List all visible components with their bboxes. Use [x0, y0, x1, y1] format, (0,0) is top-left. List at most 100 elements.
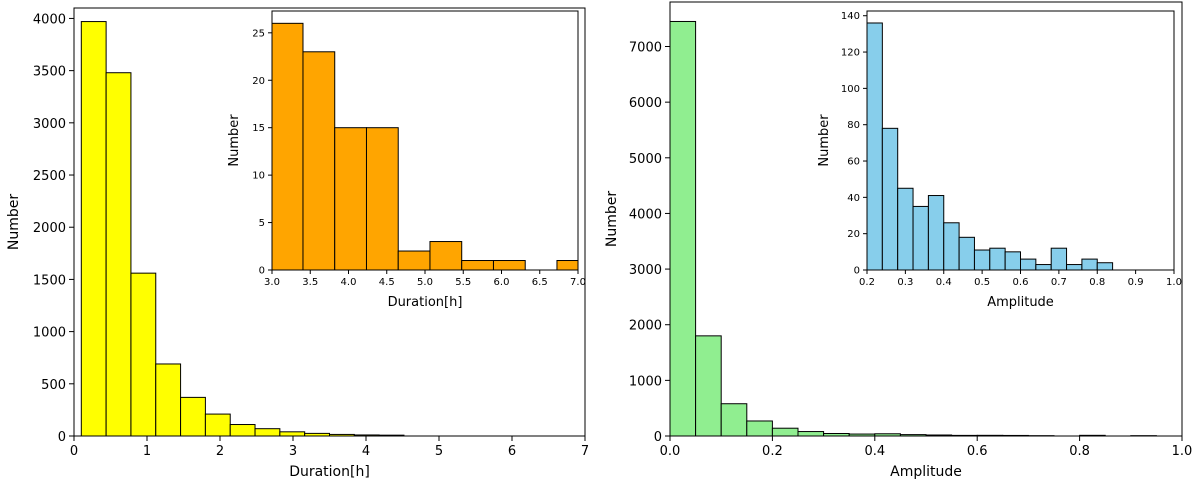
- amplitude-inset-chart: 0.2 0.3 0.4 0.5 0.6 0.7 0.8 0.9 1.0 0 20 40 60 80 100 1…: [817, 10, 1182, 310]
- duration-main-bar-3: [155, 363, 182, 436]
- duration-inset-ylabel: Number: [227, 114, 242, 167]
- amplitude-main-ytick-label-4: 4000: [629, 207, 662, 222]
- amplitude-inset-bar-7: [973, 249, 991, 270]
- amplitude-main-bar-1: [695, 335, 722, 436]
- amplitude-inset-bar-13: [1066, 264, 1083, 270]
- amplitude-inset-xtick-label-1: 0.3: [897, 277, 913, 288]
- duration-inset-bar-0: [272, 22, 304, 270]
- amplitude-inset-bar-1: [881, 127, 899, 270]
- amplitude-inset-bar-3: [912, 205, 929, 270]
- amplitude-inset-xtick-label-3: 0.5: [974, 277, 990, 288]
- duration-main-bar-4: [180, 396, 206, 436]
- duration-inset-bar-1: [302, 51, 336, 270]
- duration-main-bar-7: [254, 428, 281, 436]
- duration-inset-bar-5: [429, 241, 463, 270]
- amplitude-inset-bar-12: [1050, 247, 1068, 270]
- amplitude-main-bar-0: [670, 20, 697, 436]
- duration-main-ytick-label-0: 0: [58, 430, 66, 445]
- duration-main-bar-5: [204, 413, 231, 436]
- amplitude-inset-ylabel: Number: [817, 114, 832, 167]
- duration-inset-ytick-label-3: 15: [252, 123, 265, 134]
- duration-main-ytick-label-5: 2500: [33, 169, 66, 184]
- duration-inset-xtick-label-6: 6.0: [494, 277, 510, 288]
- duration-inset-ytick-label-2: 10: [252, 171, 265, 182]
- amplitude-inset-bar-11: [1035, 264, 1052, 270]
- amplitude-inset-ytick-label-5: 100: [841, 84, 860, 95]
- amplitude-inset-bar-15: [1096, 262, 1114, 270]
- duration-inset-ytick-label-0: 0: [259, 266, 265, 277]
- amplitude-main-xtick-label-3: 0.6: [967, 444, 988, 459]
- amplitude-inset-xlabel: Amplitude: [987, 295, 1054, 310]
- duration-inset-xtick-label-3: 4.5: [379, 277, 395, 288]
- duration-main-xtick-label-5: 5: [435, 444, 443, 459]
- amplitude-inset-bar-4: [927, 195, 945, 270]
- duration-inset-bar-2: [334, 127, 367, 270]
- amplitude-inset-xtick-label-2: 0.4: [936, 277, 952, 288]
- duration-inset-xtick-label-5: 5.5: [455, 277, 471, 288]
- duration-inset-bar-4: [397, 250, 431, 270]
- amplitude-inset-bar-14: [1081, 258, 1098, 270]
- duration-inset-xlabel: Duration[h]: [388, 295, 463, 310]
- amplitude-main-xlabel: Amplitude: [890, 464, 962, 480]
- duration-inset-xtick-label-2: 4.0: [341, 277, 357, 288]
- duration-main-axes-frame: [73, 7, 586, 437]
- amplitude-inset-xtick-label-6: 0.8: [1089, 277, 1105, 288]
- amplitude-main-bar-2: [720, 403, 748, 436]
- amplitude-main-ytick-label-1: 1000: [629, 374, 662, 389]
- duration-inset-xtick-label-0: 3.0: [264, 277, 280, 288]
- amplitude-inset-ytick-label-2: 40: [847, 193, 860, 204]
- amplitude-main-ytick-label-2: 2000: [629, 319, 662, 334]
- duration-main-ylabel: Number: [6, 194, 22, 250]
- duration-main-ytick-label-6: 3000: [33, 117, 66, 132]
- amplitude-main-ytick-label-3: 3000: [629, 263, 662, 278]
- duration-main-bar-8: [279, 431, 306, 436]
- duration-inset-chart: 3.0 3.5 4.0 4.5 5.0 5.5 6.0 6.5 7.0 0 5 10 15 20 25 Dur…: [227, 10, 586, 310]
- duration-main-bar-0: [80, 21, 107, 436]
- duration-main-bar-6: [229, 424, 256, 436]
- duration-inset-bar-9: [556, 260, 578, 270]
- amplitude-main-xtick-label-1: 0.2: [762, 444, 783, 459]
- duration-main-xtick-label-3: 3: [289, 444, 297, 459]
- duration-main-xtick-label-1: 1: [143, 444, 151, 459]
- amplitude-inset-ytick-label-3: 60: [847, 157, 860, 168]
- duration-main-xtick-label-4: 4: [362, 444, 370, 459]
- duration-main-ytick-label-2: 1000: [33, 326, 66, 341]
- amplitude-main-ytick-label-0: 0: [654, 430, 662, 445]
- amplitude-main-ylabel: Number: [604, 191, 620, 247]
- amplitude-main-ytick-label-6: 6000: [629, 96, 662, 111]
- duration-main-xtick-label-2: 2: [216, 444, 224, 459]
- amplitude-inset-bar-0: [867, 22, 883, 270]
- duration-inset-bars: [272, 22, 578, 270]
- amplitude-inset-bar-10: [1020, 258, 1037, 270]
- amplitude-main-ytick-label-7: 7000: [629, 41, 662, 56]
- amplitude-inset-xtick-label-0: 0.2: [859, 277, 875, 288]
- amplitude-inset-bar-5: [943, 222, 960, 270]
- duration-inset-xtick-label-7: 6.5: [532, 277, 548, 288]
- amplitude-inset-xtick-label-8: 1.0: [1166, 277, 1182, 288]
- duration-main-xtick-label-0: 0: [70, 444, 78, 459]
- amplitude-main-xtick-label-5: 1.0: [1172, 444, 1193, 459]
- duration-main-xtick-label-7: 7: [581, 444, 589, 459]
- duration-inset-ytick-label-1: 5: [259, 218, 265, 229]
- duration-main-ytick-label-1: 500: [41, 378, 66, 393]
- amplitude-inset-xtick-label-7: 0.9: [1128, 277, 1144, 288]
- amplitude-main-axes-frame: [669, 1, 1183, 437]
- duration-inset-bar-6: [461, 260, 494, 270]
- amplitude-main-xtick-label-2: 0.4: [864, 444, 885, 459]
- duration-inset-xtick-label-4: 5.0: [417, 277, 433, 288]
- amplitude-main-ytick-label-5: 5000: [629, 152, 662, 167]
- amplitude-inset-bar-6: [958, 236, 975, 270]
- amplitude-main-xtick-label-0: 0.0: [660, 444, 681, 459]
- duration-inset-ytick-label-5: 25: [252, 28, 265, 39]
- duration-main-bars: [80, 21, 405, 436]
- amplitude-inset-ytick-label-4: 80: [847, 120, 860, 131]
- amplitude-inset-bars: [867, 22, 1114, 270]
- duration-main-bar-1: [105, 72, 132, 436]
- amplitude-main-xtick-label-4: 0.8: [1069, 444, 1090, 459]
- amplitude-inset-xtick-label-5: 0.7: [1051, 277, 1067, 288]
- amplitude-inset-ytick-label-6: 120: [841, 48, 860, 59]
- amplitude-main-bar-3: [746, 420, 773, 436]
- amplitude-inset-bar-8: [989, 247, 1006, 270]
- amplitude-inset-bar-9: [1004, 251, 1022, 270]
